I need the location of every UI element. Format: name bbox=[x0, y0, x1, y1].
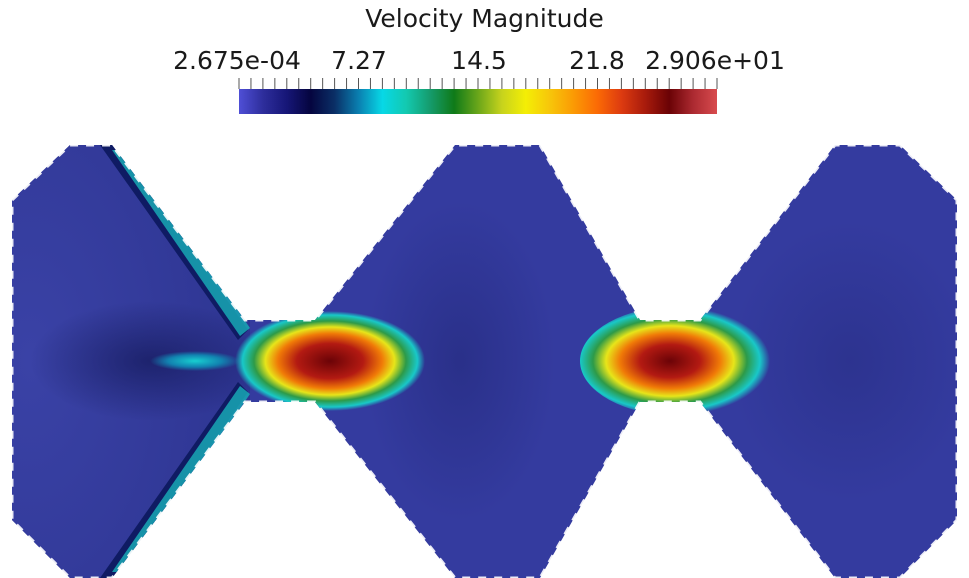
mesh-stair-edge bbox=[10, 143, 959, 578]
right-throat-hotspot bbox=[580, 306, 780, 416]
colorbar-tick-label-3: 21.8 bbox=[569, 46, 625, 75]
upper-jet bbox=[112, 150, 250, 336]
right-dark-region bbox=[730, 221, 957, 501]
colorbar bbox=[239, 89, 717, 114]
flow-domain bbox=[12, 145, 957, 578]
colorbar-ticks bbox=[238, 78, 718, 89]
colorbar-max-label: 2.906e+01 bbox=[645, 46, 785, 75]
lower-jet bbox=[112, 386, 250, 572]
center-dark-region bbox=[365, 201, 555, 521]
centerline-jet bbox=[150, 351, 240, 371]
colorbar-tick-label-1: 7.27 bbox=[331, 46, 387, 75]
left-throat-hotspot bbox=[235, 311, 425, 411]
colorbar-min-label: 2.675e-04 bbox=[173, 46, 301, 75]
colorbar-title: Velocity Magnitude bbox=[365, 4, 604, 33]
colorbar-tick-label-2: 14.5 bbox=[451, 46, 507, 75]
